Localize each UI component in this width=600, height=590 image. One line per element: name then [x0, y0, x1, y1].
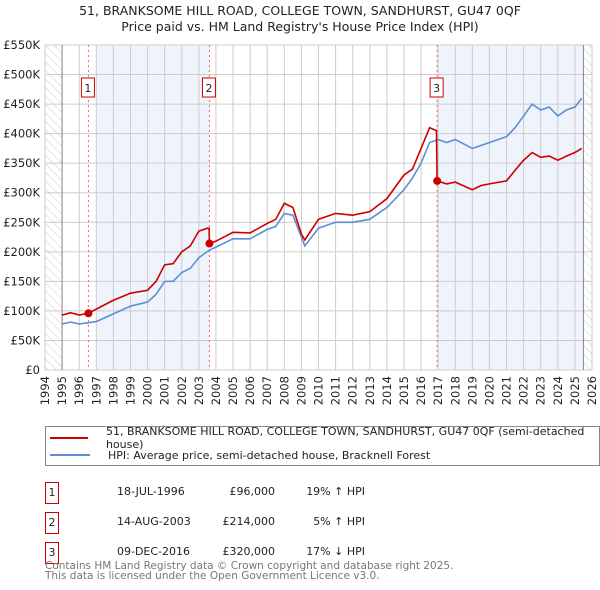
x-tick-label: 2017: [431, 376, 445, 405]
sale-hpi-diff: 19% ↑ HPI: [306, 485, 365, 498]
y-tick-label: £450K: [3, 97, 40, 111]
legend-item-hpi: HPI: Average price, semi-detached house,…: [50, 447, 430, 463]
x-tick-label: 2009: [294, 376, 308, 405]
y-tick-label: £500K: [3, 68, 40, 82]
sale-price: £320,000: [222, 545, 276, 558]
legend-label: 51, BRANKSOME HILL ROAD, COLLEGE TOWN, S…: [105, 425, 585, 451]
x-tick-label: 2026: [585, 376, 599, 405]
x-tick-label: 2001: [158, 376, 172, 405]
shaded-region: [96, 45, 210, 370]
sale-point: [205, 239, 214, 248]
sale-row: 1 18-JUL-1996 £96,000 19% ↑ HPI: [45, 482, 445, 504]
y-tick-label: £100K: [3, 304, 40, 318]
footer: Contains HM Land Registry data © Crown c…: [45, 560, 454, 582]
sale-number-box: 3: [45, 542, 59, 564]
legend-label: HPI: Average price, semi-detached house,…: [108, 448, 431, 462]
legend-swatch-red: [50, 437, 88, 439]
x-tick-label: 2016: [414, 376, 428, 405]
sale-point: [433, 176, 442, 185]
sale-row: 3 09-DEC-2016 £320,000 17% ↓ HPI: [45, 542, 445, 564]
x-tick-label: 2023: [534, 376, 548, 405]
x-tick-label: 2015: [397, 376, 411, 405]
hatch-region: [583, 45, 592, 370]
x-tick-label: 1995: [55, 376, 69, 405]
x-tick-label: 1998: [106, 376, 120, 405]
y-tick-label: £350K: [3, 156, 40, 170]
chart-subtitle: Price paid vs. HM Land Registry's House …: [121, 19, 479, 34]
sale-number-box: 1: [45, 482, 59, 504]
sale-hpi-diff: 17% ↓ HPI: [306, 545, 365, 558]
sale-date: 14-AUG-2003: [117, 515, 191, 528]
x-tick-label: 2014: [380, 376, 394, 405]
hpi-line: [61, 97, 583, 325]
sale-price: £214,000: [222, 515, 276, 528]
sale-label-number: 1: [84, 82, 91, 95]
x-tick-label: 2007: [260, 376, 274, 405]
x-tick-label: 2013: [363, 376, 377, 405]
x-tick-label: 1997: [89, 376, 103, 405]
legend-swatch-blue: [50, 454, 90, 456]
x-tick-label: 2003: [192, 376, 206, 405]
sale-row: 2 14-AUG-2003 £214,000 5% ↑ HPI: [45, 512, 445, 534]
sale-label-number: 2: [205, 82, 212, 95]
sale-label-box: [201, 77, 216, 98]
y-tick-label: £250K: [3, 215, 40, 229]
x-tick-label: 2020: [482, 376, 496, 405]
x-tick-label: 2000: [141, 376, 155, 405]
x-tick-label: 2021: [500, 376, 514, 405]
y-tick-label: £550K: [3, 38, 40, 52]
legend-item-property: 51, BRANKSOME HILL ROAD, COLLEGE TOWN, S…: [50, 425, 599, 451]
x-tick-label: 1996: [72, 376, 86, 405]
sale-date: 18-JUL-1996: [117, 485, 185, 498]
y-tick-label: £150K: [3, 274, 40, 288]
price-chart: 1994 1995 1996 1997 1998 1999 2000 2001 2002 2003…: [3, 38, 599, 405]
chart-title: 51, BRANKSOME HILL ROAD, COLLEGE TOWN, S…: [79, 3, 521, 18]
x-tick-label: 2025: [568, 376, 582, 405]
sale-label-box: [80, 77, 95, 98]
y-tick-label: £400K: [3, 127, 40, 141]
x-tick-label: 2008: [277, 376, 291, 405]
footer-line-1: Contains HM Land Registry data © Crown c…: [45, 560, 454, 572]
property-price-line: [61, 126, 583, 316]
legend: 51, BRANKSOME HILL ROAD, COLLEGE TOWN, S…: [45, 425, 600, 466]
x-tick-label: 2019: [465, 376, 479, 405]
x-tick-label: 2012: [346, 376, 360, 405]
shaded-region: [437, 45, 584, 370]
sale-hpi-diff: 5% ↑ HPI: [313, 515, 365, 528]
sale-price: £96,000: [229, 485, 276, 498]
x-tick-label: 2022: [517, 376, 531, 405]
y-tick-label: £50K: [11, 333, 41, 347]
sale-number-box: 2: [45, 512, 59, 534]
x-tick-label: 1999: [123, 376, 137, 405]
x-tick-label: 2018: [448, 376, 462, 405]
x-tick-label: 2002: [175, 376, 189, 405]
sale-label-box: [429, 77, 444, 98]
x-tick-label: 2011: [329, 376, 343, 405]
x-tick-label: 2005: [226, 376, 240, 405]
sale-date: 09-DEC-2016: [117, 545, 191, 558]
x-tick-label: 2010: [312, 376, 326, 405]
sale-label-number: 3: [433, 82, 440, 95]
sale-point: [84, 309, 93, 318]
y-tick-label: £200K: [3, 245, 40, 259]
hatch-region: [45, 45, 63, 370]
y-tick-label: £0: [25, 363, 40, 377]
footer-line-2: This data is licensed under the Open Gov…: [45, 570, 380, 582]
y-tick-label: £300K: [3, 186, 40, 200]
x-tick-label: 2024: [551, 376, 565, 405]
x-tick-label: 2004: [209, 376, 223, 405]
x-tick-label: 1994: [38, 376, 52, 405]
x-tick-label: 2006: [243, 376, 257, 405]
